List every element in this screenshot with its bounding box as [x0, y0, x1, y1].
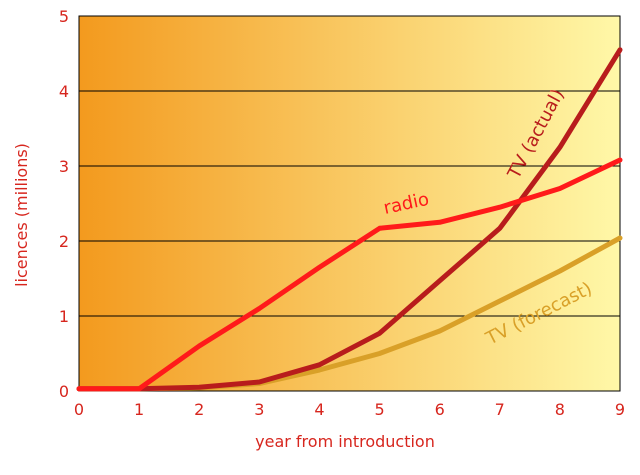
y-tick-label: 1 — [59, 307, 69, 326]
x-tick-label: 0 — [74, 400, 84, 419]
series-lines — [76, 47, 623, 392]
plot-frame — [78, 15, 621, 392]
x-tick-label: 4 — [314, 400, 324, 419]
x-tick-label: 6 — [435, 400, 445, 419]
y-axis-ticks: 0 1 2 3 4 5 — [59, 7, 69, 401]
plot-area — [79, 16, 620, 391]
y-tick-label: 5 — [59, 7, 69, 26]
y-tick-label: 4 — [59, 82, 69, 101]
x-tick-label: 1 — [134, 400, 144, 419]
y-tick-label: 2 — [59, 232, 69, 251]
x-tick-label: 5 — [374, 400, 384, 419]
x-tick-label: 9 — [615, 400, 625, 419]
gridlines — [79, 90, 620, 317]
series-line-tv-actual — [76, 47, 623, 392]
x-tick-label: 2 — [194, 400, 204, 419]
x-axis-title: year from introduction — [255, 432, 435, 451]
y-tick-label: 3 — [59, 157, 69, 176]
series-line-radio — [76, 157, 623, 392]
y-tick-label: 0 — [59, 382, 69, 401]
x-axis-ticks: 0 1 2 3 4 5 6 7 8 9 — [74, 400, 625, 419]
x-tick-label: 7 — [495, 400, 505, 419]
x-tick-label: 8 — [555, 400, 565, 419]
x-tick-label: 3 — [254, 400, 264, 419]
y-axis-title: licences (millions) — [12, 143, 31, 287]
